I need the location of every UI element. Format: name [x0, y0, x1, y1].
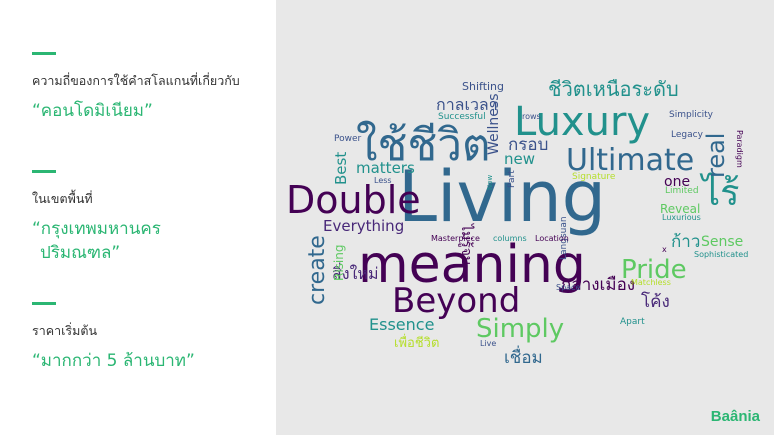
- wordcloud-word: Ultimate: [566, 143, 694, 178]
- wordcloud-word: Essence: [369, 315, 434, 334]
- wordcloud-word: กรอบ: [508, 135, 548, 155]
- wordcloud-word: Sense: [701, 234, 743, 250]
- info-label: ความถี่ของการใช้คำสโลแกนที่เกี่ยวกับ: [32, 73, 240, 88]
- accent-bar: [32, 170, 56, 173]
- wordcloud-word: Simply: [476, 314, 564, 344]
- info-label: ในเขตพื้นที่: [32, 191, 93, 206]
- wordcloud-word: Luxurious: [662, 213, 701, 222]
- wordcloud-word: Simplicity: [669, 110, 714, 120]
- info-block-area: ในเขตพื้นที่ “กรุงเทพมหานคร ปริมณฑล”: [32, 170, 161, 265]
- wordcloud-word: Part: [507, 170, 517, 188]
- wordcloud-word: matters: [356, 159, 415, 177]
- wordcloud-word: rows: [522, 112, 541, 121]
- accent-bar: [32, 302, 56, 305]
- wordcloud-word: Paradigm: [735, 130, 744, 168]
- wordcloud-word: Live: [480, 339, 496, 348]
- wordcloud-word: Signature: [572, 172, 616, 182]
- wordcloud-word: Apart: [620, 317, 645, 327]
- wordcloud-word: Luxury: [514, 99, 650, 145]
- info-value: “กรุงเทพมหานคร ปริมณฑล”: [32, 217, 161, 265]
- info-value-line: “คอนโดมิเนียม”: [32, 101, 153, 121]
- wordcloud-word: เพื่อชีวิต: [394, 334, 439, 351]
- wordcloud-word: โค้ง: [641, 291, 670, 312]
- wordcloud-word: Masterpiece: [431, 234, 480, 243]
- info-block-price: ราคาเริ่มต้น “มากกว่า 5 ล้านบาท”: [32, 302, 195, 373]
- wordcloud-word: Pride: [621, 255, 687, 285]
- wordcloud-word: Everything: [323, 217, 404, 235]
- wordcloud-word: ชีวิตเหนือระดับ: [548, 77, 679, 101]
- wordcloud-word: Successful: [438, 112, 486, 122]
- wordcloud-word: สิ่งใหม่: [332, 262, 378, 283]
- wordcloud-word: Best: [332, 152, 350, 185]
- wordcloud-word: create: [305, 235, 330, 305]
- wordcloud-word: เชื่อม: [504, 345, 543, 368]
- baania-logo: Baânia: [710, 408, 760, 425]
- wordcloud-word: กาลเวลา: [436, 95, 498, 114]
- info-value-line: “กรุงเทพมหานคร: [32, 219, 161, 239]
- wordcloud-word: Double: [286, 178, 421, 222]
- wordcloud-word: columns: [493, 234, 527, 243]
- wordcloud-word: Reveal: [660, 202, 700, 216]
- wordcloud-word: กลางเมือง: [561, 275, 635, 295]
- wordcloud-word: Location: [535, 234, 569, 243]
- wordcloud-word: Limited: [665, 186, 699, 196]
- info-block-slogan: ความถี่ของการใช้คำสโลแกนที่เกี่ยวกับ “คอ…: [32, 52, 240, 123]
- wordcloud-word: Langsuan: [559, 216, 569, 260]
- wordcloud-word: Living: [398, 156, 606, 238]
- wordcloud-word: Now: [486, 174, 494, 190]
- wordcloud-word: Less: [374, 176, 392, 185]
- wordcloud-word: ก้าว: [671, 232, 700, 252]
- wordcloud-word: x: [662, 245, 667, 254]
- info-value: “มากกว่า 5 ล้านบาท”: [32, 349, 195, 373]
- wordcloud-word: real: [702, 133, 730, 178]
- wordcloud-word: new: [504, 150, 535, 168]
- info-value-line: ปริมณฑล”: [40, 243, 121, 263]
- wordcloud-word: Legacy: [671, 130, 704, 140]
- wordcloud-word: Matchless: [631, 278, 671, 287]
- wordcloud-word: Power: [334, 134, 362, 144]
- wordcloud-word: one: [664, 174, 690, 190]
- wordcloud-word: Beyond: [392, 281, 520, 321]
- accent-bar: [32, 52, 56, 55]
- wordcloud-word: Sophisticated: [694, 250, 748, 259]
- info-label: ราคาเริ่มต้น: [32, 323, 98, 338]
- wordcloud-word: meaning: [358, 235, 586, 295]
- info-value: “คอนโดมิเนียม”: [32, 99, 240, 123]
- wordcloud-panel: Living meaning Double Luxury ใช้ชีวิต Ultimat…: [276, 0, 774, 435]
- wordcloud-word: ไม่รู้จบ: [458, 223, 475, 265]
- wordcloud-word: ไร้: [699, 172, 739, 214]
- info-panel: ความถี่ของการใช้คำสโลแกนที่เกี่ยวกับ “คอ…: [0, 0, 276, 435]
- wordcloud-word: Space: [556, 283, 580, 292]
- wordcloud-word: Rising: [332, 245, 346, 281]
- wordcloud-word: Wellness: [486, 94, 502, 156]
- info-value-line: “มากกว่า 5 ล้านบาท”: [32, 351, 195, 371]
- wordcloud-word: Shifting: [462, 80, 504, 93]
- wordcloud-word: ใช้ชีวิต: [356, 120, 491, 171]
